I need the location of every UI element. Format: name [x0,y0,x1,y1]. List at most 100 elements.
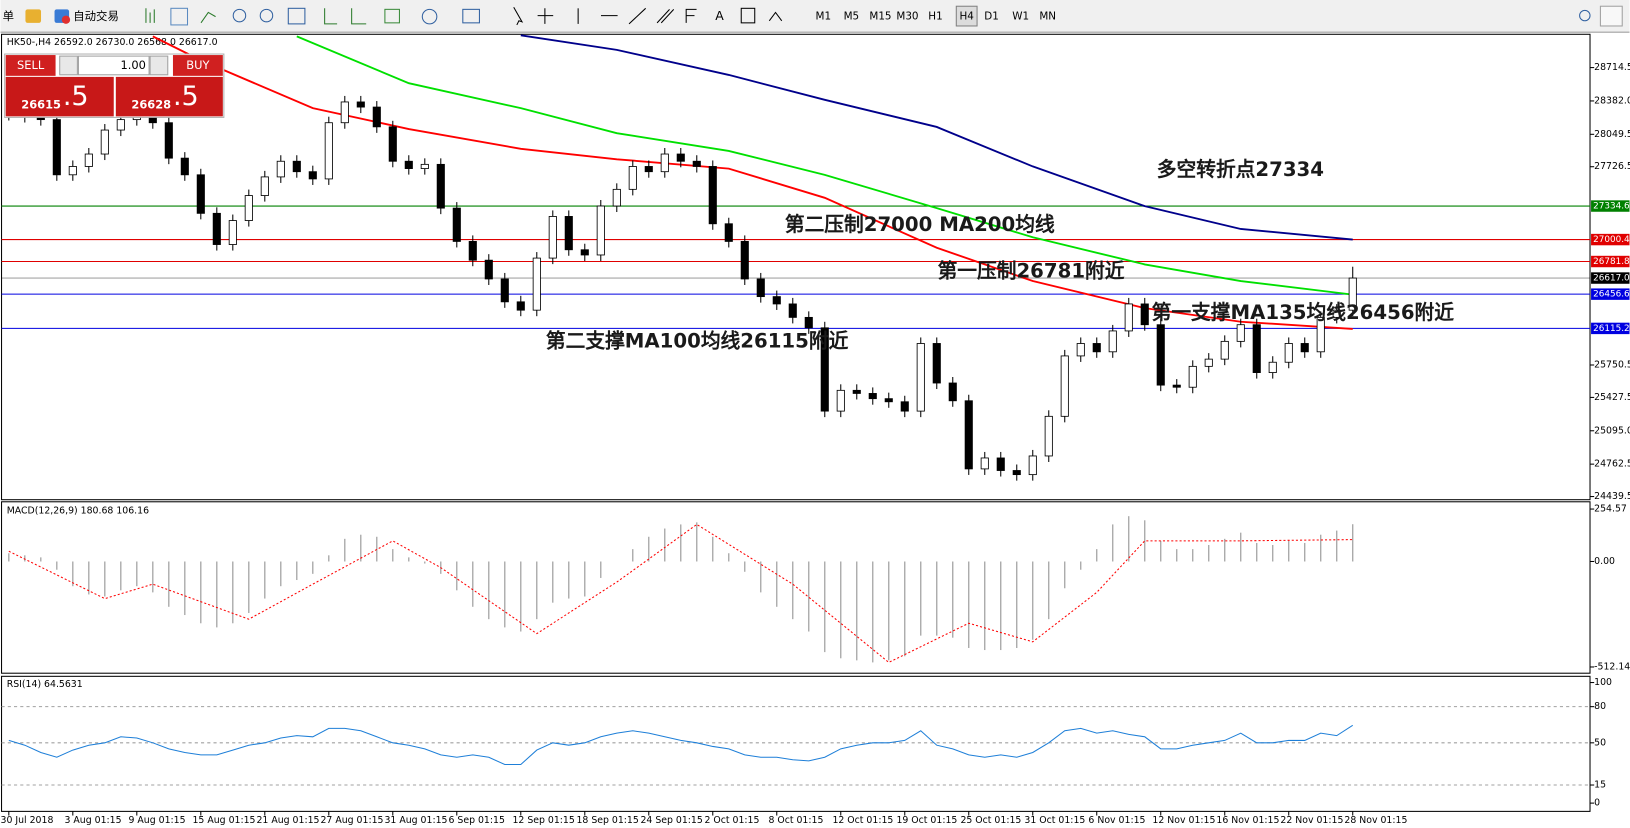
text-tool-icon[interactable]: A [715,8,724,23]
candle-body [788,303,797,318]
annotation: 多空转折点27334 [1157,158,1324,181]
candle-body [804,316,813,329]
volume-down[interactable] [59,55,78,76]
candle-body [580,249,589,256]
candle-body [676,153,685,162]
x-tick-label: 6 Sep 01:15 [448,815,504,826]
rsi-frame [1,675,1591,812]
y-tick-label: 25750.5 [1594,359,1630,370]
candle-body [516,301,525,311]
line-icon[interactable] [200,11,216,24]
periods-icon[interactable] [421,8,438,25]
y-tick-label: 24762.5 [1594,459,1630,470]
candle-body [1012,470,1021,476]
x-tick-label: 15 Aug 01:15 [192,815,255,826]
search-icon[interactable] [1579,9,1591,22]
x-tick-label: 31 Aug 01:15 [384,815,447,826]
sell-label[interactable]: SELL [17,58,45,72]
timeframe-group: M1 M5 M15 M30 H1 H4 D1 W1 MN [816,11,1057,23]
candle-body [1252,324,1261,373]
y-tick-label: 100 [1594,677,1612,688]
search-box[interactable] [1599,5,1623,27]
cursor-icon[interactable] [513,7,524,26]
timeframe-button[interactable]: M30 [896,11,918,23]
candle-body [1316,316,1325,353]
auto-trading-button[interactable]: 自动交易 [73,9,119,23]
shift-icon[interactable] [351,8,367,25]
candle-body [372,106,381,128]
candle-body [756,278,765,298]
x-tick-label: 24 Sep 01:15 [640,815,702,826]
active-timeframe-box [955,5,978,27]
label-tool-icon[interactable] [740,7,756,24]
templates-icon[interactable] [462,8,480,24]
timeframe-button[interactable]: W1 [1012,11,1029,23]
zoom-in-icon[interactable] [232,8,247,23]
candle-body [292,160,301,173]
timeframe-button[interactable]: M15 [869,11,891,23]
candle-body [1268,361,1277,373]
candle-icon[interactable] [170,7,189,26]
buy-price-pips: .5 [173,81,199,112]
x-tick-label: 21 Aug 01:15 [256,815,319,826]
price-level-label: 27334.6 [1593,202,1630,212]
trendline-icon[interactable] [628,7,647,25]
tile-icon[interactable] [287,7,306,25]
candle-body [1348,277,1357,311]
x-tick-label: 22 Nov 01:15 [1280,815,1343,826]
price-level-tag [1591,288,1630,300]
crosshair-icon[interactable] [537,8,554,24]
buy-label[interactable]: BUY [186,58,209,72]
timeframe-button[interactable]: MN [1039,11,1056,23]
candle-body [836,389,845,412]
bar-chart-icon[interactable] [145,8,155,23]
y-tick-label: 50 [1594,737,1606,748]
indicators-icon[interactable] [384,8,400,24]
candle-body [228,220,237,245]
candle-body [260,176,269,196]
zoom-out-icon[interactable] [259,8,274,23]
volume-up[interactable] [149,55,169,76]
menu-label[interactable]: 单 [3,9,14,23]
candle-body [420,163,429,169]
volume-input[interactable] [77,55,150,76]
candle-body [244,195,253,221]
timeframe-button[interactable]: M5 [844,11,860,23]
sell-price: 26615 [21,97,61,111]
volume-value[interactable]: 1.00 [121,58,146,72]
y-tick-label: 254.57 [1594,504,1627,515]
sell-price-pips: .5 [63,81,89,112]
candle-body [324,122,333,180]
candle-body [308,171,317,180]
candle-body [1060,355,1069,417]
sell-price-box[interactable] [5,76,114,117]
candle-body [1236,324,1245,342]
candle-body [356,101,365,108]
rsi-line [8,724,1354,766]
y-tick-label: 15 [1594,780,1606,791]
candle-body [660,153,669,173]
buy-button[interactable] [172,55,223,76]
fibo-icon[interactable] [685,8,697,23]
buy-price-box[interactable] [115,76,223,117]
candle-body [596,205,605,256]
channel-icon[interactable] [656,8,675,24]
indicator-title: MACD(12,26,9) 180.68 106.16 [7,506,149,517]
x-tick-label: 8 Oct 01:15 [768,815,823,826]
timeframe-button[interactable]: M1 [816,11,832,23]
autoscroll-icon[interactable] [324,8,338,25]
candle-body [1092,343,1101,353]
candle-body [1124,303,1133,332]
timeframe-button[interactable]: D1 [984,11,999,23]
candle-body [772,296,781,305]
x-tick-label: 19 Oct 01:15 [896,815,957,826]
shapes-icon[interactable] [768,11,783,22]
sell-button[interactable] [5,55,56,76]
candle-body [1172,384,1181,388]
candle-body [980,457,989,470]
timeframe-button[interactable]: H1 [928,11,942,23]
moving-average [296,35,1353,296]
timeframe-button[interactable]: H4 [959,11,974,23]
open-icon[interactable] [25,9,42,23]
toolbar-icons: A [145,7,783,26]
